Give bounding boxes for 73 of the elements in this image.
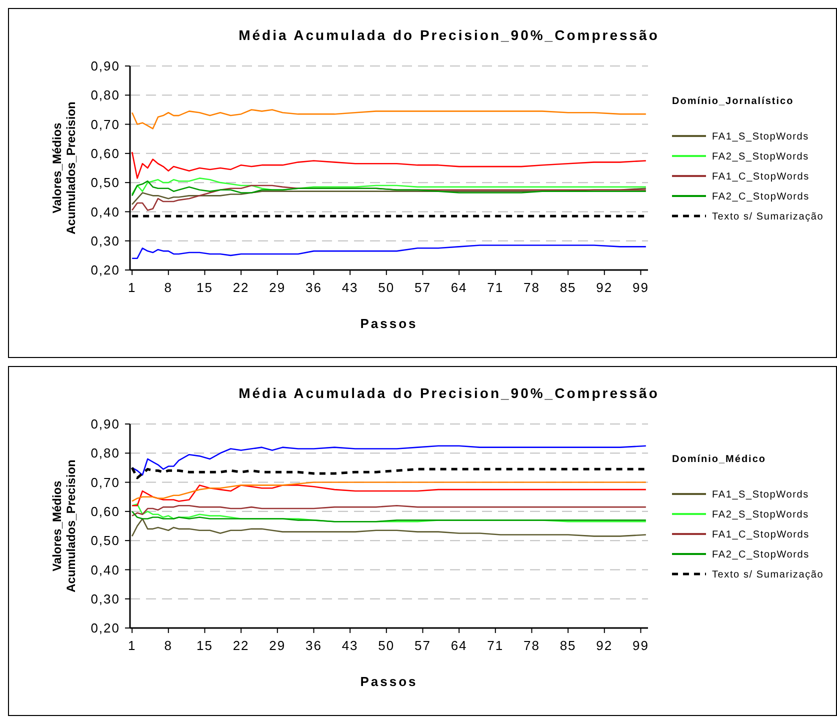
x-tick-label: 1 xyxy=(128,638,136,653)
y-axis-title: Valores_Médios Acumulados_Precision xyxy=(50,460,78,592)
y-tick-label: 0,40 xyxy=(90,204,120,220)
y-tick-label: 0,70 xyxy=(90,474,120,490)
line-series xyxy=(131,518,647,537)
x-tick-label: 36 xyxy=(306,280,322,295)
x-tick-label: 29 xyxy=(269,280,286,295)
x-tick-label: 57 xyxy=(414,280,431,295)
line-series xyxy=(131,484,647,506)
x-tick-label: 64 xyxy=(450,638,468,653)
x-tick-label: 22 xyxy=(232,638,250,653)
chart-title: Média Acumulada do Precision_90%_Compressão xyxy=(238,385,660,401)
x-tick-label: 92 xyxy=(596,638,613,653)
y-tick-label: 0,90 xyxy=(90,416,120,432)
x-tick-label: 50 xyxy=(378,638,395,653)
x-tick-label: 22 xyxy=(232,280,250,295)
x-tick-label: 15 xyxy=(196,280,213,295)
legend-label: Texto s/ Sumarização xyxy=(712,212,824,222)
line-series xyxy=(131,109,647,130)
x-tick-label: 85 xyxy=(560,638,576,653)
x-tick-label: 1 xyxy=(128,280,136,295)
legend-label: FA2_C_StopWords xyxy=(712,550,810,560)
legend-label: FA1_S_StopWords xyxy=(712,490,809,500)
y-tick-label: 0,50 xyxy=(90,533,120,548)
x-tick-label: 8 xyxy=(164,280,173,295)
legend-label: FA2_S_StopWords xyxy=(712,152,809,162)
x-tick-label: 85 xyxy=(560,280,576,295)
y-tick-label: 0,90 xyxy=(90,58,120,74)
legend-title: Domínio_Jornalístico xyxy=(672,96,794,107)
y-axis-title: Valores_Médios Acumulados_Precision xyxy=(50,102,78,234)
line-series xyxy=(131,445,647,476)
line-series xyxy=(131,244,647,259)
legend-label: FA1_C_StopWords xyxy=(712,172,810,182)
x-tick-label: 99 xyxy=(632,638,649,653)
y-tick-label: 0,40 xyxy=(90,562,120,578)
x-tick-label: 8 xyxy=(164,638,173,653)
x-tick-label: 99 xyxy=(632,280,649,295)
x-tick-label: 78 xyxy=(524,638,540,653)
line-series xyxy=(131,151,647,179)
y-tick-label: 0,80 xyxy=(90,88,120,103)
legend-label: Texto s/ Sumarização xyxy=(712,570,824,580)
line-series xyxy=(131,510,647,522)
y-tick-label: 0,60 xyxy=(90,146,120,161)
line-series xyxy=(131,482,647,502)
x-tick-label: 43 xyxy=(342,280,358,295)
x-tick-label: 36 xyxy=(306,638,322,653)
x-tick-label: 15 xyxy=(196,638,213,653)
x-tick-label: 64 xyxy=(450,280,468,295)
chart-title: Média Acumulada do Precision_90%_Compressão xyxy=(238,27,660,43)
y-tick-label: 0,50 xyxy=(90,175,120,190)
x-axis-title: Passos xyxy=(360,316,418,331)
legend-label: FA2_S_StopWords xyxy=(712,510,809,520)
y-tick-label: 0,60 xyxy=(90,504,120,519)
x-tick-label: 71 xyxy=(487,638,504,653)
y-tick-label: 0,30 xyxy=(90,591,120,606)
y-tick-label: 0,80 xyxy=(90,446,120,461)
y-tick-label: 0,70 xyxy=(90,116,120,132)
legend-title: Domínio_Médico xyxy=(672,454,766,465)
legend-label: FA1_S_StopWords xyxy=(712,132,809,142)
x-tick-label: 92 xyxy=(596,280,613,295)
x-tick-label: 78 xyxy=(524,280,540,295)
x-axis-title: Passos xyxy=(360,674,418,689)
y-tick-label: 0,20 xyxy=(90,620,120,636)
legend-label: FA1_C_StopWords xyxy=(712,530,810,540)
x-tick-label: 43 xyxy=(342,638,358,653)
x-tick-label: 29 xyxy=(269,638,286,653)
x-tick-label: 57 xyxy=(414,638,431,653)
x-tick-label: 50 xyxy=(378,280,395,295)
y-tick-label: 0,30 xyxy=(90,233,120,248)
y-tick-label: 0,20 xyxy=(90,262,120,278)
line-series xyxy=(131,504,647,516)
x-tick-label: 71 xyxy=(487,280,504,295)
legend-label: FA2_C_StopWords xyxy=(712,192,810,202)
